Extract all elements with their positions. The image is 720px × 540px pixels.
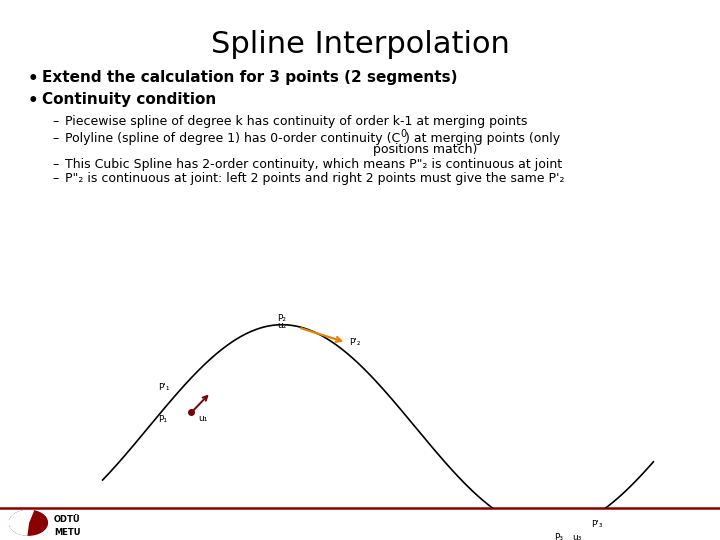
- Text: Piecewise spline of degree k has continuity of order k-1 at merging points: Piecewise spline of degree k has continu…: [65, 115, 527, 128]
- Wedge shape: [9, 510, 33, 535]
- Text: Extend the calculation for 3 points (2 segments): Extend the calculation for 3 points (2 s…: [42, 70, 457, 85]
- Text: –: –: [52, 115, 58, 128]
- Text: Continuity condition: Continuity condition: [42, 92, 216, 107]
- Text: This Cubic Spline has 2-order continuity, which means P"₂ is continuous at joint: This Cubic Spline has 2-order continuity…: [65, 158, 562, 171]
- Text: Spline Interpolation: Spline Interpolation: [210, 30, 510, 59]
- Text: –: –: [52, 132, 58, 145]
- Text: •: •: [28, 70, 39, 88]
- Circle shape: [9, 510, 48, 535]
- Text: P₂: P₂: [277, 314, 286, 323]
- Text: –: –: [52, 172, 58, 185]
- Text: Polyline (spline of degree 1) has 0-order continuity (C: Polyline (spline of degree 1) has 0-orde…: [65, 132, 400, 145]
- Text: positions match): positions match): [65, 143, 477, 156]
- Text: ODTÜ: ODTÜ: [54, 515, 81, 524]
- Text: METU: METU: [54, 528, 81, 537]
- Text: ) at merging points (only: ) at merging points (only: [405, 132, 560, 145]
- Text: u₂: u₂: [277, 321, 287, 330]
- Text: P₃: P₃: [554, 533, 562, 540]
- Text: –: –: [52, 158, 58, 171]
- Text: P₁: P₁: [158, 415, 167, 424]
- Text: P'₁: P'₁: [158, 383, 169, 392]
- Text: P'₂: P'₂: [349, 338, 361, 347]
- Text: 0: 0: [400, 129, 406, 139]
- Text: P'₃: P'₃: [591, 520, 603, 529]
- Text: •: •: [28, 92, 39, 110]
- Text: P"₂ is continuous at joint: left 2 points and right 2 points must give the same : P"₂ is continuous at joint: left 2 point…: [65, 172, 564, 185]
- Text: u₁: u₁: [199, 414, 208, 422]
- Text: u₃: u₃: [572, 533, 581, 540]
